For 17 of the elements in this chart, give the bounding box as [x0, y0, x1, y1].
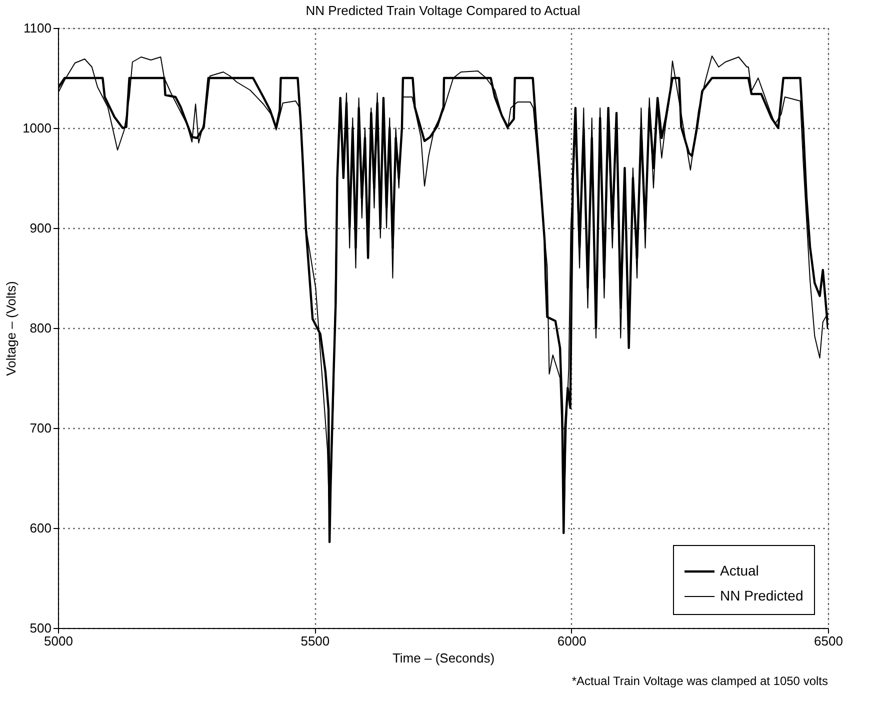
- y-tick-label: 500: [30, 620, 52, 636]
- text: *Actual Train Voltage was clamped at 1050 volts: [572, 674, 828, 688]
- y-tick-label: 700: [30, 420, 52, 436]
- chart-title: NN Predicted Train Voltage Compared to Actual: [306, 3, 580, 18]
- y-tick-label: 900: [30, 220, 52, 236]
- y-axis-title: Voltage – (Volts): [4, 281, 19, 376]
- legend-label: Actual: [720, 562, 759, 578]
- y-tick-label: 1000: [22, 120, 52, 136]
- y-tick-label: 600: [30, 520, 52, 536]
- y-tick-label: 1100: [24, 20, 52, 36]
- y-tick-label: 800: [30, 320, 52, 336]
- x-tick-label: 5500: [300, 634, 330, 648]
- x-axis-title: Time – (Seconds): [392, 650, 495, 666]
- x-tick-label: 6000: [557, 634, 586, 648]
- legend-label: NN Predicted: [720, 588, 804, 604]
- x-tick-label: 6500: [814, 634, 843, 648]
- x-tick-label: 5000: [44, 634, 73, 648]
